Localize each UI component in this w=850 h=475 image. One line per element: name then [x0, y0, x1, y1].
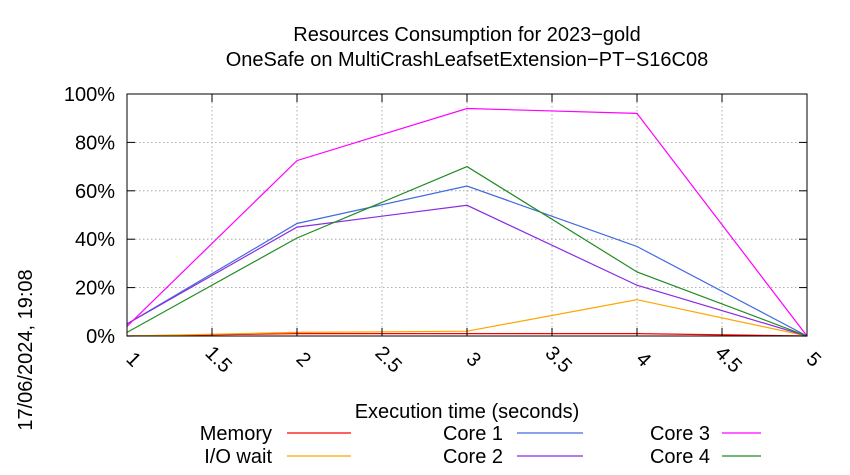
- y-tick-label: 0%: [86, 326, 115, 348]
- y-tick-label: 100%: [64, 84, 115, 106]
- y-tick-label: 80%: [75, 132, 115, 154]
- y-tick-label: 40%: [75, 229, 115, 251]
- legend-label-memory: Memory: [200, 423, 272, 445]
- chart-title-line-2: OneSafe on MultiCrashLeafsetExtension−PT…: [226, 49, 709, 71]
- legend-label-core-1: Core 1: [443, 423, 503, 445]
- y-axis: 0% 20% 40% 60% 80% 100%: [64, 84, 807, 348]
- x-tick-label: 1.5: [201, 342, 236, 377]
- x-tick-label: 4: [632, 348, 655, 371]
- x-tick-label: 3.5: [541, 342, 576, 377]
- series-line-core-3: [126, 107, 808, 337]
- series-line-core-1: [126, 185, 808, 337]
- x-tick-label: 1: [122, 348, 145, 371]
- series-line-core-2: [126, 204, 808, 337]
- chart-title-line-1: Resources Consumption for 2023−gold: [293, 24, 640, 46]
- x-tick-label: 2: [292, 348, 315, 371]
- timestamp-label: 17/06/2024, 19:08: [15, 269, 37, 430]
- y-tick-label: 20%: [75, 278, 115, 300]
- x-axis-label: Execution time (seconds): [355, 401, 580, 423]
- series-line-core-4: [126, 165, 808, 337]
- legend-label-core-4: Core 4: [650, 446, 710, 468]
- x-tick-label: 3: [462, 348, 485, 371]
- y-tick-label: 60%: [75, 181, 115, 203]
- x-tick-label: 4.5: [711, 342, 746, 377]
- legend-label-core-2: Core 2: [443, 446, 503, 468]
- legend-label-core-3: Core 3: [650, 423, 710, 445]
- grid: [127, 94, 807, 336]
- legend-label-i-o-wait: I/O wait: [204, 446, 272, 468]
- x-tick-label: 2.5: [371, 342, 406, 377]
- x-tick-label: 5: [802, 348, 825, 371]
